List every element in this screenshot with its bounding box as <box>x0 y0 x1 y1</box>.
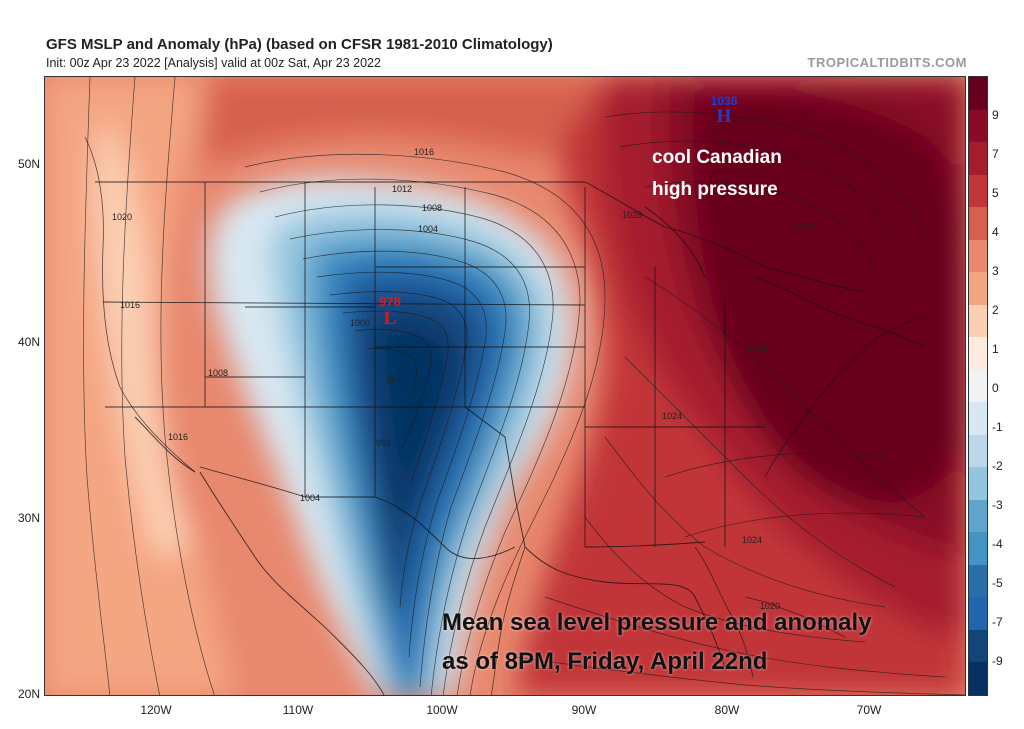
colorbar-segment <box>969 564 987 598</box>
colorbar-label: -3 <box>992 498 1003 512</box>
colorbar-segment <box>969 662 987 695</box>
colorbar-label: 4 <box>992 225 999 239</box>
site-credit: TROPICALTIDBITS.COM <box>807 55 967 70</box>
isobar-value-label: 1016 <box>168 432 189 442</box>
colorbar-segment <box>969 174 987 208</box>
lat-label-40n: 40N <box>17 335 40 349</box>
map-canvas <box>45 77 965 695</box>
colorbar-segment <box>969 629 987 663</box>
lon-label-90w: 90W <box>571 703 597 717</box>
colorbar-label: 3 <box>992 264 999 278</box>
colorbar-segment <box>969 467 987 500</box>
colorbar-segment <box>969 272 987 305</box>
colorbar-label: 2 <box>992 303 999 317</box>
isobar-value-label: 1020 <box>112 212 133 222</box>
isobar-value-label: 1020 <box>760 601 781 611</box>
colorbar-segment <box>969 402 987 435</box>
colorbar-segment <box>969 77 987 110</box>
isobar-value-label: 1024 <box>742 535 763 545</box>
colorbar-label: 1 <box>992 342 999 356</box>
colorbar-label: -5 <box>992 576 1003 590</box>
lon-label-120w: 120W <box>140 703 172 717</box>
colorbar-label: -1 <box>992 420 1003 434</box>
colorbar-segment <box>969 369 987 403</box>
isobar-value-label: 1012 <box>392 184 413 194</box>
caption-line1: Mean sea level pressure and anomaly <box>442 609 872 636</box>
colorbar-segment <box>969 434 987 468</box>
high-center-letter: H <box>716 106 732 127</box>
isobar-value-label: 1016 <box>414 147 435 157</box>
colorbar-segment <box>969 337 987 370</box>
chart-subtitle: Init: 00z Apr 23 2022 [Analysis] valid a… <box>46 56 381 70</box>
colorbar-label: -2 <box>992 459 1003 473</box>
coastlines <box>84 136 926 695</box>
lat-label-30n: 30N <box>17 511 40 525</box>
isobar-contours <box>83 77 965 695</box>
isobar-value-label: 1028 <box>748 343 769 353</box>
colorbar-label: 7 <box>992 147 999 161</box>
colorbar-segment <box>969 499 987 533</box>
isobar-value-label: 1024 <box>662 411 683 421</box>
colorbar-label: -4 <box>992 537 1003 551</box>
isobar-value-label: 1016 <box>120 300 141 310</box>
lat-label-50n: 50N <box>17 157 40 171</box>
isobar-value-label: 1000 <box>350 318 371 328</box>
colorbar-label: 9 <box>992 108 999 122</box>
low-center-value: 978 <box>379 294 401 309</box>
lon-label-100w: 100W <box>426 703 458 717</box>
colorbar-segment <box>969 142 987 175</box>
colorbar-label: -7 <box>992 615 1003 629</box>
lon-label-70w: 70W <box>856 703 882 717</box>
isobar-value-label: 1004 <box>418 224 439 234</box>
colorbar-segment <box>969 304 987 338</box>
isobar-value-label: 984 <box>386 375 402 385</box>
isobar-value-label: 1008 <box>422 203 443 213</box>
lat-label-20n: 20N <box>17 687 40 701</box>
colorbar-segment <box>969 532 987 565</box>
colorbar-segment <box>969 239 987 273</box>
colorbar-label: 0 <box>992 381 999 395</box>
colorbar-segment <box>969 207 987 240</box>
colorbar-segment <box>969 597 987 630</box>
political-borders <box>95 181 926 695</box>
map-panel <box>44 76 966 696</box>
colorbar-segment <box>969 109 987 143</box>
annotation-canadian-high-line1: cool Canadian <box>652 147 782 168</box>
lon-label-110w: 110W <box>282 703 314 717</box>
lon-label-80w: 80W <box>714 703 740 717</box>
colorbar-label: 5 <box>992 186 999 200</box>
annotation-canadian-high-line2: high pressure <box>652 179 778 200</box>
isobar-value-label: 1008 <box>208 368 229 378</box>
isobar-value-label: 1032 <box>794 222 815 232</box>
colorbar <box>968 76 988 696</box>
isobar-value-label: 1028 <box>622 210 643 220</box>
isobar-value-label: 1004 <box>300 493 321 503</box>
caption-line2: as of 8PM, Friday, April 22nd <box>442 648 768 675</box>
isobar-value-label: 992 <box>376 438 392 448</box>
chart-title: GFS MSLP and Anomaly (hPa) (based on CFS… <box>46 36 553 53</box>
low-center-letter: L <box>383 308 397 329</box>
colorbar-label: -9 <box>992 654 1003 668</box>
high-center-value: 1038 <box>710 94 738 108</box>
